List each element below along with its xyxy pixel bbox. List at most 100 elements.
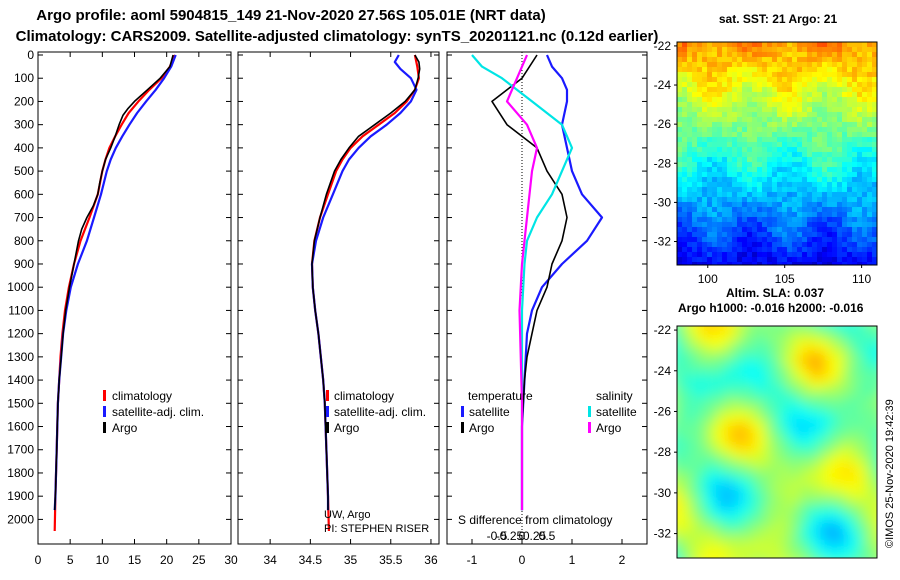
sst-cell [807, 147, 813, 153]
sla-cell [741, 406, 750, 415]
sst-cell [717, 247, 723, 253]
sla-cell [869, 478, 877, 487]
sst-cell [702, 172, 708, 178]
sst-cell [717, 222, 723, 228]
sst-cell [767, 257, 773, 263]
difference-panel: -1 0 1 2 temperature satellite Argo salinit… [446, 51, 648, 567]
sst-cell [707, 172, 713, 178]
sst-cell [722, 57, 728, 63]
sst-cell [817, 222, 823, 228]
sst-cell [732, 107, 738, 113]
sst-cell [797, 127, 803, 133]
sst-cell [872, 207, 877, 213]
sla-cell [789, 366, 798, 375]
sst-cell [762, 197, 768, 203]
sst-cell [842, 102, 848, 108]
sla-cell [717, 342, 726, 351]
sst-cell [687, 182, 693, 188]
sla-cell [773, 350, 782, 359]
sla-cell [749, 326, 758, 327]
sst-cell [797, 232, 803, 238]
sst-cell [757, 87, 763, 93]
legend-satellite-label: satellite-adj. clim. [112, 405, 204, 419]
sst-cell [742, 157, 748, 163]
sst-cell [862, 102, 868, 108]
sla-cell [821, 470, 830, 479]
sla-cell [773, 502, 782, 511]
sst-cell [712, 202, 718, 208]
sla-cell [773, 358, 782, 367]
sla-cell [685, 542, 694, 551]
sst-cell [692, 162, 698, 168]
sst-cell [727, 72, 733, 78]
sla-cell [845, 446, 854, 455]
y-tick-label: 1900 [7, 489, 34, 503]
sla-cell [781, 446, 790, 455]
sla-cell [829, 478, 838, 487]
sst-cell [742, 212, 748, 218]
sla-cell [765, 558, 774, 567]
sst-cell [727, 117, 733, 123]
sst-cell [867, 117, 873, 123]
sst-cell [777, 112, 783, 118]
sla-cell [725, 510, 734, 519]
sst-cell [747, 102, 753, 108]
sla-cell [725, 342, 734, 351]
sst-cell [802, 72, 808, 78]
sst-cell [847, 152, 853, 158]
sla-cell [757, 438, 766, 447]
sst-cell [757, 237, 763, 243]
sst-cell [842, 212, 848, 218]
sla-cell [805, 486, 814, 495]
sla-cell [797, 494, 806, 503]
sla-cell [853, 454, 862, 463]
sst-cell [697, 72, 703, 78]
sst-cell [807, 137, 813, 143]
sst-cell [707, 87, 713, 93]
sst-cell [747, 167, 753, 173]
sst-cell [697, 212, 703, 218]
sst-cell [752, 127, 758, 133]
sst-cell [707, 52, 713, 58]
sla-cell [853, 542, 862, 551]
sla-cell [773, 438, 782, 447]
sst-cell [697, 187, 703, 193]
sla-cell [725, 526, 734, 535]
sst-cell [767, 232, 773, 238]
sla-cell [837, 326, 846, 327]
sst-cell [837, 257, 843, 263]
sst-cell [807, 47, 813, 53]
sst-cell [802, 182, 808, 188]
sst-cell [712, 117, 718, 123]
sla-cell [853, 382, 862, 391]
sst-cell [827, 217, 833, 223]
sla-cell [789, 550, 798, 558]
sst-cell [712, 157, 718, 163]
sla-cell [869, 430, 877, 439]
sst-cell [837, 107, 843, 113]
sst-cell [682, 112, 688, 118]
sst-cell [857, 42, 863, 48]
sst-cell [712, 217, 718, 223]
sst-cell [807, 112, 813, 118]
sst-cell [677, 162, 683, 168]
sst-cell [697, 137, 703, 143]
sla-cell [845, 470, 854, 479]
sla-cell [781, 502, 790, 511]
sst-cell [797, 192, 803, 198]
sst-cell [847, 262, 853, 265]
sla-cell [677, 470, 686, 479]
sla-cell [845, 366, 854, 375]
sst-cell [807, 257, 813, 263]
sla-cell [805, 550, 814, 558]
sla-cell [773, 534, 782, 543]
y-tick-label: 2000 [7, 512, 34, 526]
sst-cell [832, 127, 838, 133]
sst-cell [802, 257, 808, 263]
sla-cell [701, 526, 710, 535]
sst-cell [737, 192, 743, 198]
sla-cell [821, 382, 830, 391]
sst-cell [822, 192, 828, 198]
sst-cell [752, 137, 758, 143]
sla-cell [797, 486, 806, 495]
